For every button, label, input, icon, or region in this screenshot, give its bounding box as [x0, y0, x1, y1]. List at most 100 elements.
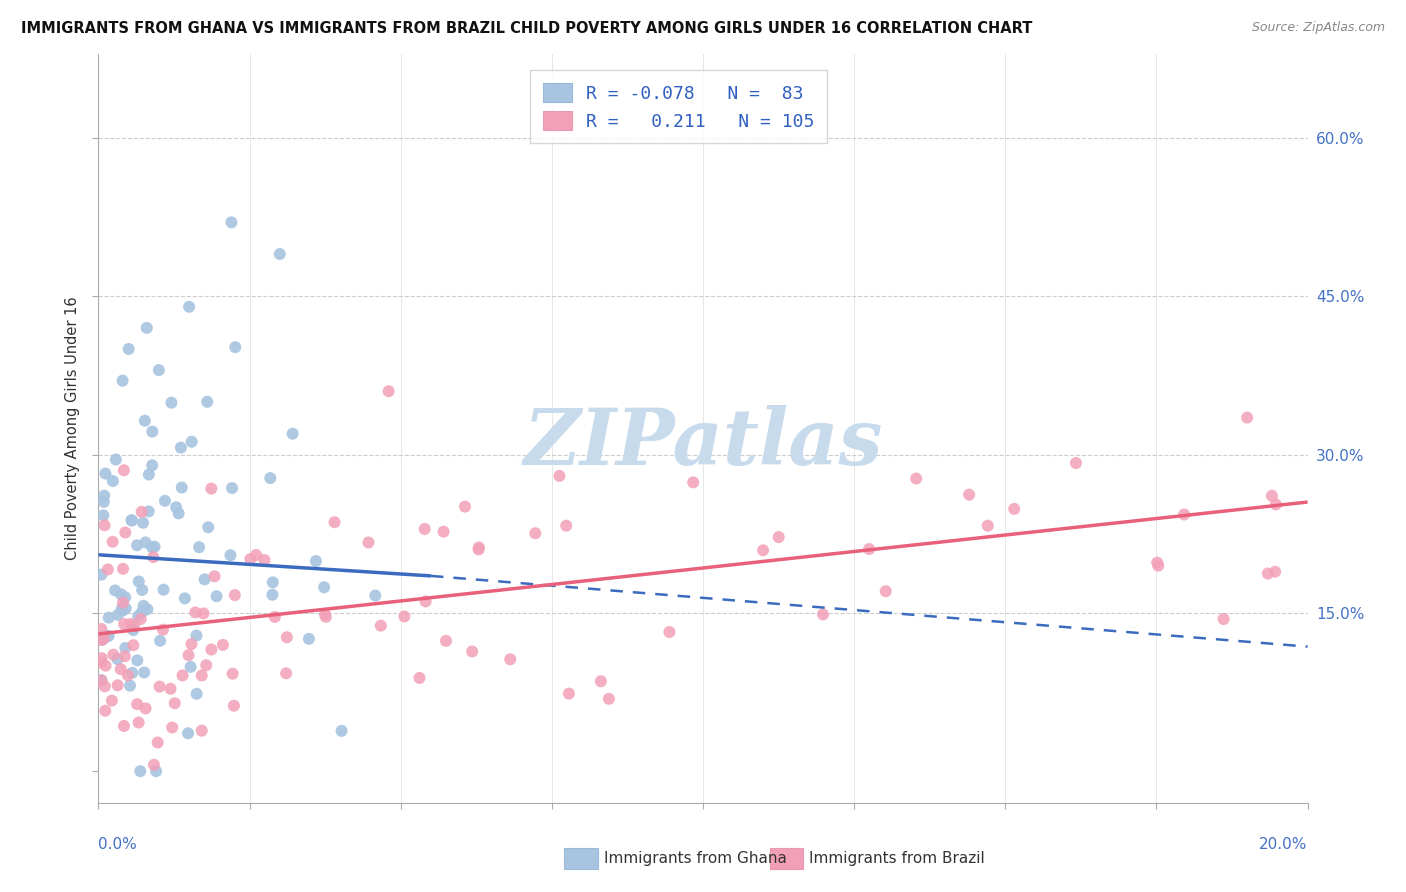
- Point: [212, 638, 235, 652]
- Point: [191, 668, 214, 682]
- Point: [180, 434, 202, 449]
- Point: [598, 691, 620, 706]
- Point: [149, 633, 172, 648]
- Point: [127, 653, 149, 667]
- Point: [90, 656, 112, 670]
- Point: [122, 623, 145, 637]
- Point: [434, 633, 457, 648]
- Point: [858, 542, 880, 557]
- Point: [205, 589, 228, 603]
- Point: [224, 588, 246, 602]
- Point: [357, 535, 380, 549]
- Y-axis label: Child Poverty Among Girls Under 16: Child Poverty Among Girls Under 16: [65, 296, 80, 560]
- Point: [127, 609, 149, 624]
- Point: [93, 489, 115, 503]
- Point: [134, 535, 156, 549]
- Point: [128, 574, 150, 589]
- Point: [136, 602, 159, 616]
- Point: [305, 554, 328, 568]
- Point: [94, 704, 117, 718]
- Point: [167, 507, 190, 521]
- Point: [141, 458, 163, 473]
- Point: [461, 644, 484, 658]
- Point: [91, 632, 114, 647]
- Point: [276, 666, 298, 681]
- Point: [195, 394, 218, 409]
- Point: [179, 300, 201, 314]
- Point: [160, 395, 183, 409]
- Point: [682, 475, 704, 490]
- Point: [752, 543, 775, 558]
- Point: [121, 514, 143, 528]
- Point: [184, 606, 207, 620]
- Point: [259, 471, 281, 485]
- Point: [177, 726, 200, 740]
- Point: [117, 668, 139, 682]
- Point: [112, 596, 135, 610]
- Point: [658, 625, 681, 640]
- Point: [159, 681, 181, 696]
- Point: [315, 610, 337, 624]
- Point: [122, 638, 145, 652]
- Point: [152, 582, 174, 597]
- Point: [221, 481, 243, 495]
- Point: [127, 697, 149, 711]
- Text: IMMIGRANTS FROM GHANA VS IMMIGRANTS FROM BRAZIL CHILD POVERTY AMONG GIRLS UNDER : IMMIGRANTS FROM GHANA VS IMMIGRANTS FROM…: [21, 21, 1032, 37]
- Point: [131, 505, 153, 519]
- Point: [415, 594, 437, 608]
- Point: [180, 637, 202, 651]
- Point: [314, 580, 336, 594]
- Point: [93, 495, 115, 509]
- Point: [103, 648, 125, 662]
- Point: [110, 662, 132, 676]
- Point: [170, 481, 193, 495]
- Point: [146, 735, 169, 749]
- Point: [548, 469, 571, 483]
- Point: [111, 562, 134, 576]
- Point: [194, 573, 217, 587]
- Point: [977, 518, 1000, 533]
- Point: [93, 508, 115, 523]
- Point: [90, 632, 112, 647]
- Point: [107, 678, 129, 692]
- Point: [173, 591, 195, 606]
- Point: [370, 618, 392, 632]
- Point: [122, 619, 145, 633]
- Point: [112, 719, 135, 733]
- Point: [114, 649, 136, 664]
- Point: [193, 607, 215, 621]
- Point: [905, 472, 928, 486]
- Point: [221, 215, 243, 229]
- Text: 20.0%: 20.0%: [1260, 837, 1308, 852]
- Point: [170, 441, 193, 455]
- Point: [1264, 497, 1286, 511]
- Point: [875, 584, 897, 599]
- Point: [188, 540, 211, 554]
- Point: [413, 522, 436, 536]
- Point: [200, 482, 222, 496]
- Point: [90, 651, 112, 665]
- Point: [94, 680, 117, 694]
- Point: [222, 698, 245, 713]
- Point: [107, 607, 129, 622]
- Point: [186, 687, 208, 701]
- Point: [138, 504, 160, 518]
- Point: [132, 516, 155, 530]
- Point: [135, 701, 157, 715]
- Point: [90, 622, 112, 636]
- Point: [269, 247, 291, 261]
- Point: [129, 612, 152, 626]
- Point: [101, 693, 124, 707]
- Point: [134, 414, 156, 428]
- Point: [330, 723, 353, 738]
- Point: [364, 589, 387, 603]
- Point: [281, 426, 304, 441]
- Point: [138, 467, 160, 482]
- Point: [1064, 456, 1087, 470]
- Point: [298, 632, 321, 646]
- Point: [1173, 508, 1195, 522]
- Point: [204, 569, 226, 583]
- Point: [148, 363, 170, 377]
- Point: [253, 553, 276, 567]
- Point: [129, 764, 152, 779]
